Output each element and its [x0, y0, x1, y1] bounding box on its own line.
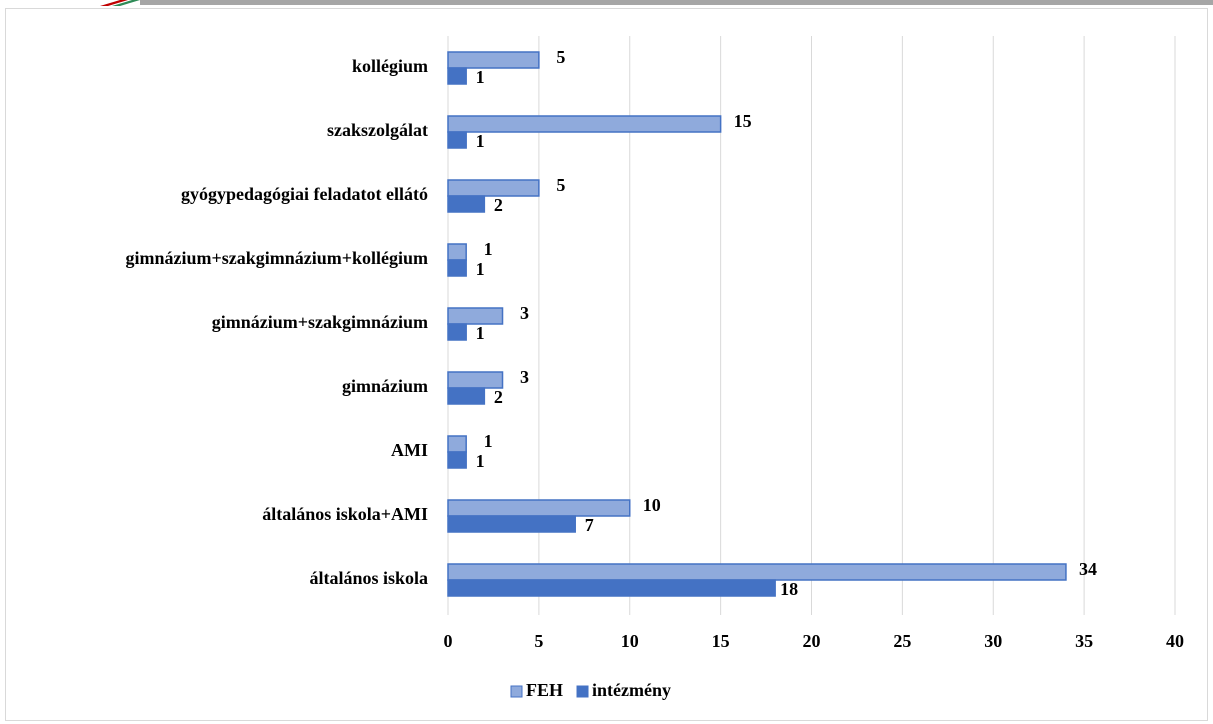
data-label: 1	[476, 323, 485, 343]
legend-swatch	[510, 685, 523, 698]
data-label: 3	[520, 303, 529, 323]
bar	[447, 451, 467, 469]
data-label: 1	[476, 451, 485, 471]
bar	[447, 371, 504, 389]
y-tick-label: gimnázium+szakgimnázium+kollégium	[125, 248, 428, 268]
bar	[447, 115, 722, 133]
logo-stripe	[112, 0, 140, 6]
data-label: 10	[643, 495, 661, 515]
data-label: 5	[556, 47, 565, 67]
legend-label: FEH	[526, 680, 563, 700]
data-label: 1	[476, 67, 485, 87]
bar	[447, 131, 467, 149]
bar	[447, 579, 776, 597]
logo-stripe	[100, 0, 128, 6]
x-tick-label: 40	[1166, 631, 1184, 651]
y-tick-label: gyógypedagógiai feladatot ellátó	[181, 184, 428, 204]
header-bar	[140, 0, 1213, 5]
bar	[447, 67, 467, 85]
y-tick-label: kollégium	[352, 56, 428, 76]
y-tick-label: általános iskola	[309, 568, 428, 588]
bar	[447, 259, 467, 277]
data-label: 1	[476, 259, 485, 279]
x-tick-label: 10	[621, 631, 639, 651]
data-label: 2	[494, 195, 503, 215]
legend-label: intézmény	[592, 680, 671, 700]
bar	[447, 51, 540, 69]
bar	[447, 515, 576, 533]
x-tick-label: 30	[984, 631, 1002, 651]
bar	[447, 195, 486, 213]
bar	[447, 387, 486, 405]
y-tick-label: általános iskola+AMI	[262, 504, 428, 524]
bar	[447, 243, 467, 261]
bar	[447, 179, 540, 197]
data-label: 5	[556, 175, 565, 195]
bar	[447, 435, 467, 453]
y-tick-label: gimnázium	[342, 376, 428, 396]
x-tick-label: 35	[1075, 631, 1093, 651]
y-tick-label: gimnázium+szakgimnázium	[212, 312, 428, 332]
x-tick-label: 0	[444, 631, 453, 651]
data-label: 34	[1079, 559, 1097, 579]
x-tick-label: 5	[534, 631, 543, 651]
legend-swatch	[576, 685, 589, 698]
data-label: 3	[520, 367, 529, 387]
bar	[447, 563, 1067, 581]
bar	[447, 307, 504, 325]
y-tick-label: szakszolgálat	[327, 120, 428, 140]
data-label: 2	[494, 387, 503, 407]
bar	[447, 499, 631, 517]
data-label: 1	[484, 239, 493, 259]
x-tick-label: 25	[893, 631, 911, 651]
bar	[447, 323, 467, 341]
x-tick-label: 15	[712, 631, 730, 651]
data-label: 7	[585, 515, 594, 535]
chart-frame	[5, 8, 1208, 721]
data-label: 18	[780, 579, 798, 599]
y-tick-label: AMI	[391, 440, 428, 460]
data-label: 15	[734, 111, 752, 131]
data-label: 1	[484, 431, 493, 451]
x-tick-label: 20	[803, 631, 821, 651]
data-label: 1	[476, 131, 485, 151]
